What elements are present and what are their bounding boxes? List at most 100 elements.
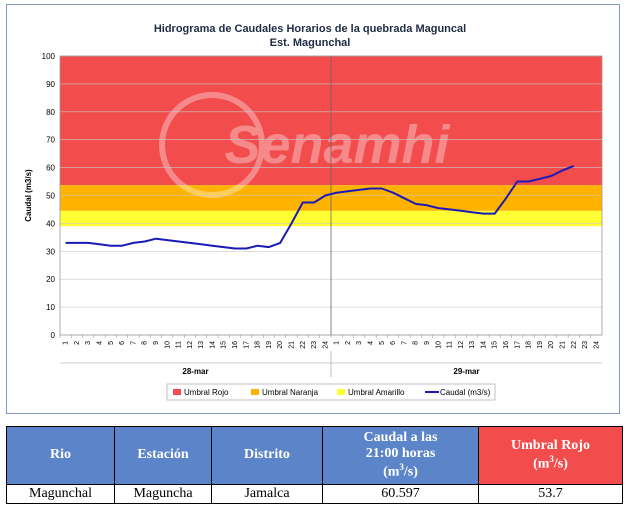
- x-tick-label: 2: [345, 341, 352, 345]
- legend-label-4: Caudal (m3/s): [440, 388, 491, 397]
- header-caudal-unit-sup: 3: [399, 462, 404, 473]
- x-tick-label: 17: [243, 341, 250, 349]
- legend-label-1: Umbral Rojo: [184, 388, 229, 397]
- hydrograph-chart: Hidrograma de Caudales Horarios de la qu…: [24, 23, 603, 401]
- header-umbral-rojo: Umbral Rojo (m3/s): [478, 426, 623, 485]
- legend-swatch-1: [173, 389, 181, 395]
- x-tick-label: 19: [537, 341, 544, 349]
- header-distrito: Distrito: [211, 426, 323, 485]
- x-tick-label: 8: [413, 341, 420, 345]
- x-tick-label: 1: [334, 341, 341, 345]
- y-tick-label-10: 10: [46, 303, 55, 312]
- x-tick-label: 5: [379, 341, 386, 345]
- series-line-caudal: [65, 164, 575, 250]
- header-caudal-line1: Caudal a las: [363, 430, 438, 446]
- x-tick-label: 16: [232, 341, 239, 349]
- watermark-text: Senamhi: [224, 115, 450, 175]
- x-tick-label: 7: [130, 341, 137, 345]
- legend-swatch-3: [337, 389, 345, 395]
- header-estacion-text: Estación: [137, 447, 189, 463]
- y-tick-label-20: 20: [46, 275, 55, 284]
- x-tick-label: 24: [322, 341, 329, 349]
- cell-estacion: Maguncha: [114, 484, 212, 504]
- x-tick-label: 12: [187, 341, 194, 349]
- y-tick-label-80: 80: [46, 108, 55, 117]
- header-umbral-unit: (m: [533, 456, 550, 472]
- header-distrito-text: Distrito: [244, 447, 290, 463]
- x-tick-label: 23: [582, 341, 589, 349]
- table-header-row: Rio Estación Distrito Caudal a las 21:00…: [6, 426, 623, 485]
- header-rio: Rio: [6, 426, 115, 485]
- x-tick-label: 22: [571, 341, 578, 349]
- x-tick-label: 22: [300, 341, 307, 349]
- x-tick-label: 9: [153, 341, 160, 345]
- x-tick-label: 14: [209, 341, 216, 349]
- x-tick-label: 13: [469, 341, 476, 349]
- header-umbral-unit-end: /s): [553, 456, 568, 472]
- y-tick-label-30: 30: [46, 247, 55, 256]
- y-tick-label-50: 50: [46, 192, 55, 201]
- x-tick-label: 1: [63, 341, 70, 345]
- y-tick-label-0: 0: [51, 331, 56, 340]
- x-tick-label: 12: [458, 341, 465, 349]
- legend-label-3: Umbral Amarillo: [348, 388, 405, 397]
- x-tick-label: 4: [97, 341, 104, 345]
- y-tick-label-40: 40: [46, 219, 55, 228]
- header-caudal-unit: (m: [383, 464, 400, 480]
- day-label-2: 29-mar: [453, 367, 479, 376]
- x-tick-label: 20: [277, 341, 284, 349]
- header-caudal: Caudal a las 21:00 horas (m3/s): [322, 426, 479, 485]
- table-row: Magunchal Maguncha Jamalca 60.597 53.7: [6, 484, 623, 504]
- legend-swatch-2: [251, 389, 259, 395]
- x-tick-label: 11: [447, 341, 454, 348]
- y-tick-label-70: 70: [46, 136, 55, 145]
- x-tick-label: 15: [221, 341, 228, 349]
- header-caudal-unit-end: /s): [403, 464, 418, 480]
- x-tick-label: 6: [390, 341, 397, 345]
- x-tick-label: 3: [85, 341, 92, 345]
- y-tick-label-90: 90: [46, 80, 55, 89]
- y-tick-label-100: 100: [42, 52, 56, 61]
- y-axis-label: Caudal (m3/s): [24, 169, 33, 222]
- y-tick-label-60: 60: [46, 164, 55, 173]
- header-caudal-line2: 21:00 horas: [365, 446, 436, 462]
- senamhi-watermark: Senamhi: [159, 92, 451, 198]
- header-estacion: Estación: [114, 426, 212, 485]
- x-tick-label: 7: [401, 341, 408, 345]
- day-label-1: 28-mar: [182, 367, 208, 376]
- cell-distrito: Jamalca: [211, 484, 323, 504]
- x-tick-label: 3: [356, 341, 363, 345]
- x-tick-label: 13: [198, 341, 205, 349]
- x-tick-label: 18: [255, 341, 262, 349]
- cell-umbral: 53.7: [478, 484, 623, 504]
- x-tick-label: 21: [559, 341, 566, 349]
- x-tick-label: 17: [514, 341, 521, 349]
- x-tick-label: 2: [74, 341, 81, 345]
- legend-label-2: Umbral Naranja: [262, 388, 319, 397]
- x-tick-label: 18: [526, 341, 533, 349]
- x-tick-label: 10: [435, 341, 442, 349]
- chart-title: Hidrograma de Caudales Horarios de la qu…: [154, 23, 466, 35]
- x-tick-label: 19: [266, 341, 273, 349]
- x-tick-label: 8: [142, 341, 149, 345]
- x-tick-label: 15: [492, 341, 499, 349]
- station-info-table: Rio Estación Distrito Caudal a las 21:00…: [6, 426, 623, 504]
- watermark-sun-icon: [159, 92, 265, 198]
- x-tick-label: 10: [164, 341, 171, 349]
- chart-frame: Hidrograma de Caudales Horarios de la qu…: [6, 4, 620, 414]
- x-tick-label: 16: [503, 341, 510, 349]
- cell-caudal: 60.597: [322, 484, 479, 504]
- x-tick-label: 24: [593, 341, 600, 349]
- x-tick-label: 23: [311, 341, 318, 349]
- header-rio-text: Rio: [50, 447, 71, 463]
- legend-box: [166, 383, 496, 401]
- cell-rio: Magunchal: [6, 484, 115, 504]
- x-tick-label: 6: [119, 341, 126, 345]
- chart-subtitle: Est. Magunchal: [270, 37, 351, 49]
- x-tick-label: 11: [176, 341, 183, 348]
- x-tick-label: 14: [480, 341, 487, 349]
- x-tick-label: 20: [548, 341, 555, 349]
- x-tick-label: 9: [424, 341, 431, 345]
- header-umbral-line1: Umbral Rojo: [511, 438, 590, 454]
- x-tick-label: 5: [108, 341, 115, 345]
